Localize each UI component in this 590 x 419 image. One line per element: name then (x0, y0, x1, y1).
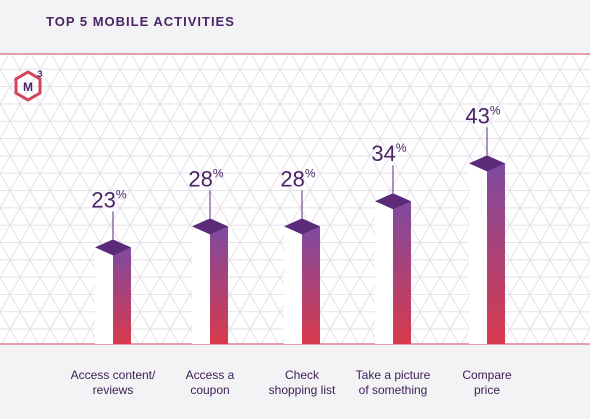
logo-hexagon-icon (14, 70, 42, 102)
bar-face-right (113, 247, 131, 344)
bar-top (192, 218, 228, 235)
bar-face-left (375, 201, 393, 344)
category-label: Access a coupon (185, 368, 235, 397)
logo-superscript: 3 (37, 69, 42, 79)
bar-top (284, 218, 320, 235)
bar: 34% (371, 141, 411, 344)
bar: 28% (188, 166, 228, 344)
value-suffix: % (213, 166, 224, 180)
category-label: Access content/ reviews (70, 368, 156, 397)
logo-letter: M (23, 80, 33, 94)
bar-top (375, 193, 411, 210)
bar-face-right (487, 163, 505, 344)
bar: 43% (465, 103, 505, 344)
page-title: TOP 5 MOBILE ACTIVITIES (46, 14, 235, 29)
bar-face-left (95, 247, 113, 344)
bar-face-right (302, 226, 320, 344)
value-suffix: % (396, 141, 407, 155)
bar-face-right (210, 226, 228, 344)
bar-face-right (393, 201, 411, 344)
bar-top (469, 155, 505, 172)
value-suffix: % (116, 187, 127, 201)
bar-face-left (192, 226, 210, 344)
value-suffix: % (305, 166, 316, 180)
bar-face-left (469, 163, 487, 344)
category-label: Check shopping list (268, 368, 336, 397)
logo: M 3 (14, 69, 43, 102)
category-label: Take a picture of something (355, 368, 431, 397)
category-label: Compare price (462, 368, 512, 397)
bar-top (95, 239, 131, 256)
bar-face-left (284, 226, 302, 344)
value-suffix: % (490, 103, 501, 117)
